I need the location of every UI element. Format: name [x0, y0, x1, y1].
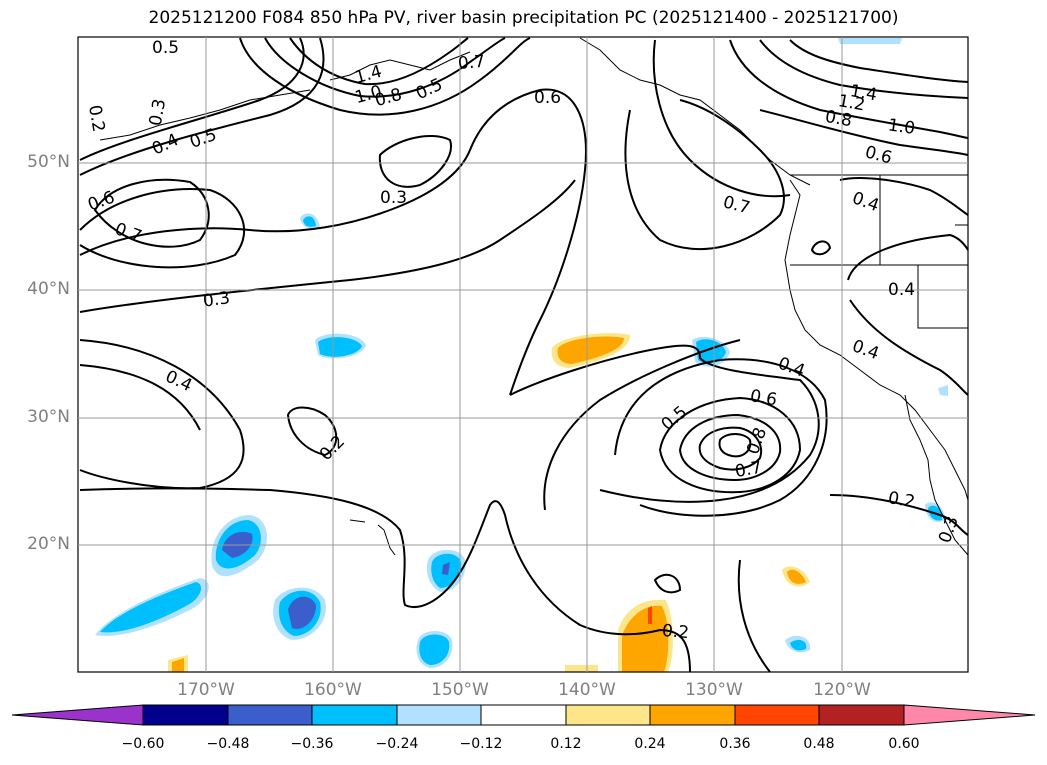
contour-label: 0.6: [863, 142, 894, 168]
contour-label: 0.5: [658, 402, 692, 435]
contour-label: 0.7: [721, 192, 752, 218]
contour-label: 0.3: [202, 288, 232, 312]
lon-label: 170°W: [177, 680, 235, 700]
colorbar-tick-label: −0.24: [375, 736, 419, 752]
map-frame: [77, 36, 969, 673]
precip-shading: [95, 38, 948, 672]
contour-label: 0.4: [149, 130, 182, 160]
contour-label: 0.6: [534, 88, 561, 108]
contour-label: 0.7: [733, 458, 763, 482]
contour-label: 0.2: [886, 488, 916, 512]
contour-label: 1.0: [887, 115, 917, 139]
colorbar-tick-label: 0.24: [634, 736, 666, 752]
colorbar-extend-low: [11, 704, 144, 726]
contour-label: 0.4: [849, 336, 881, 364]
contour-label: 0.4: [849, 188, 881, 216]
lon-label: 120°W: [813, 680, 871, 700]
contour-label: 0.2: [84, 103, 108, 133]
contour-label: 0.2: [661, 621, 690, 643]
contour-label: 0.4: [888, 280, 915, 300]
contour-label: 0.5: [152, 38, 179, 58]
map-title: 2025121200 F084 850 hPa PV, river basin …: [148, 8, 899, 28]
contour-label: 0.6: [748, 386, 778, 410]
colorbar-tick-label: 0.48: [803, 736, 835, 752]
contour-label: 0.3: [146, 97, 170, 127]
contour-label: 1.2: [836, 91, 866, 115]
colorbar-tick-label: 0.12: [550, 736, 582, 752]
graticule: [78, 37, 968, 672]
lon-label: 130°W: [685, 680, 743, 700]
lat-label: 50°N: [27, 152, 70, 172]
colorbar-tick-label: −0.48: [206, 736, 250, 752]
contour-label: 0.8: [823, 107, 853, 131]
pv-contours: [79, 37, 969, 673]
contour-label: 0.2: [316, 432, 349, 465]
colorbar: [11, 704, 1036, 726]
contour-label: 0.3: [380, 188, 407, 208]
colorbar-tick-label: 0.36: [719, 736, 751, 752]
lon-label: 140°W: [558, 680, 616, 700]
colorbar-tick-label: −0.36: [290, 736, 334, 752]
contour-label: 1.4: [848, 81, 878, 105]
lat-label: 30°N: [27, 407, 70, 427]
lat-label: 40°N: [27, 279, 70, 299]
lat-label: 20°N: [27, 534, 70, 554]
colorbar-tick-label: −0.60: [121, 736, 165, 752]
contour-label: 0.7: [457, 52, 486, 74]
lon-label: 150°W: [431, 680, 489, 700]
lon-label: 160°W: [304, 680, 362, 700]
colorbar-tick-label: 0.60: [888, 736, 920, 752]
colorbar-tick-label: −0.12: [459, 736, 503, 752]
colorbar-extend-high: [903, 704, 1036, 726]
